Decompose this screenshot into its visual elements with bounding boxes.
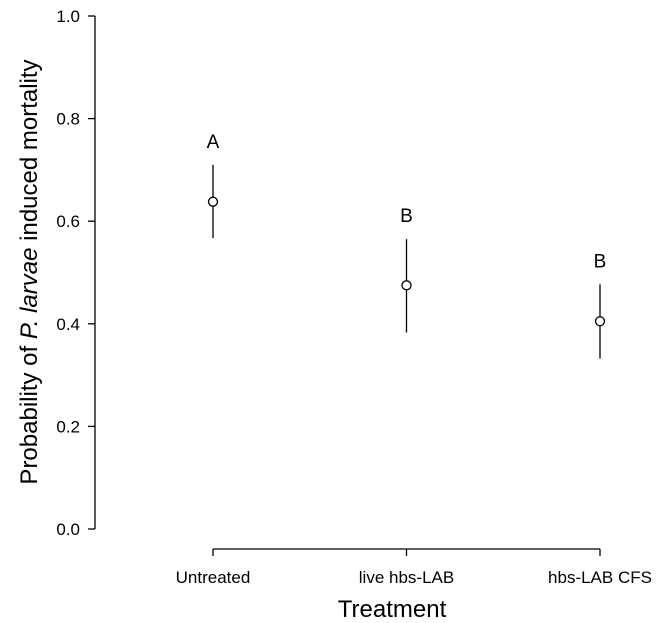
y-tick-label: 0.6 <box>56 212 80 231</box>
data-point <box>207 196 219 207</box>
y-axis-title-part-1: Probability of <box>16 339 43 484</box>
y-axis-title-part-2: induced mortality <box>16 59 43 247</box>
x-tick-label: live hbs-LAB <box>359 568 454 587</box>
y-tick-label: 0.4 <box>56 315 80 334</box>
y-tick-label: 1.0 <box>56 7 80 26</box>
y-axis-title: Probability of P. larvae induced mortali… <box>16 59 43 484</box>
significance-letter: B <box>400 206 413 227</box>
y-tick-label: 0.2 <box>56 417 80 436</box>
x-axis-title: Treatment <box>338 596 447 623</box>
significance-letter: B <box>594 251 607 272</box>
y-tick-label: 0.0 <box>56 520 80 539</box>
data-point <box>594 316 606 327</box>
y-axis: 0.0 0.2 0.4 0.6 0.8 1.0 <box>56 7 96 539</box>
data-point <box>401 280 412 291</box>
y-tick-label: 0.8 <box>56 110 80 129</box>
x-tick-label: hbs-LAB CFS <box>548 568 652 587</box>
x-tick-label: Untreated <box>176 568 251 587</box>
significance-letter: A <box>207 132 220 153</box>
x-axis: Untreated live hbs-LAB hbs-LAB CFS <box>176 548 652 587</box>
y-axis-title-italic: P. larvae <box>16 248 43 340</box>
plot-area: A B B <box>207 132 607 359</box>
